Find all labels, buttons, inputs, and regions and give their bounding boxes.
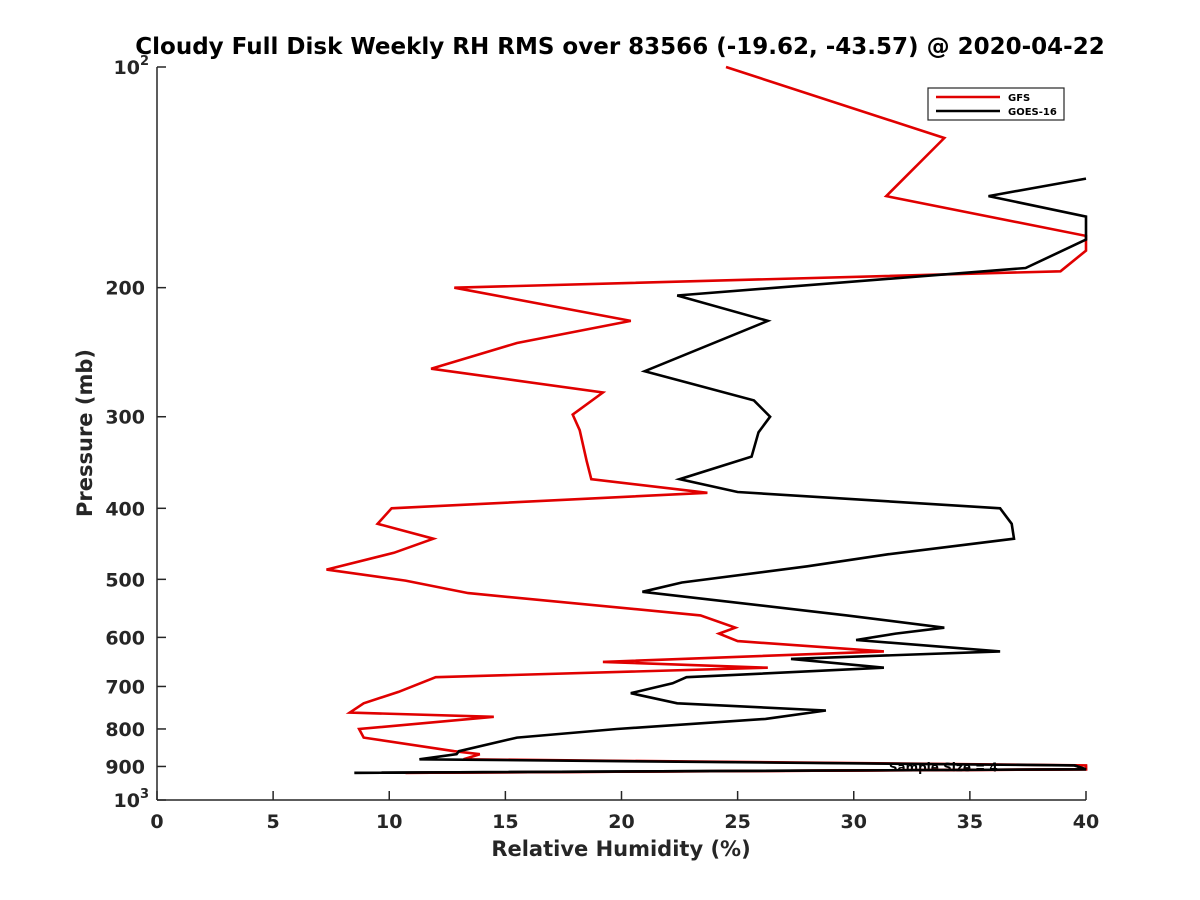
plot-area: Sample Size = 4	[326, 65, 1088, 775]
y-tick-label: 300	[105, 407, 145, 429]
y-tick-exponent: 3	[140, 787, 149, 802]
y-tick-base: 10	[114, 790, 140, 812]
legend-label-gfs: GFS	[1008, 93, 1030, 104]
x-axis-label: Relative Humidity (%)	[491, 837, 750, 861]
y-tick-label: 800	[105, 719, 145, 741]
y-tick-label: 600	[105, 627, 145, 649]
x-tick-label: 30	[841, 811, 867, 833]
chart-title: Cloudy Full Disk Weekly RH RMS over 8356…	[135, 34, 1104, 60]
y-tick-exponent: 2	[140, 54, 149, 69]
sample-size-annotation: Sample Size = 4	[889, 760, 998, 774]
x-tick-label: 15	[492, 811, 518, 833]
series-line-gfs	[326, 65, 1088, 775]
y-tick-label: 400	[105, 498, 145, 520]
y-tick-label: 200	[105, 278, 145, 300]
y-tick-label: 500	[105, 569, 145, 591]
y-tick-label: 700	[105, 676, 145, 698]
x-tick-label: 20	[608, 811, 634, 833]
legend-box	[927, 87, 1065, 121]
series-line-goes-16	[354, 177, 1088, 775]
legend-label-goes-16: GOES-16	[1008, 107, 1057, 118]
x-tick-label: 35	[957, 811, 983, 833]
y-tick-label: 900	[105, 756, 145, 778]
x-tick-label: 25	[724, 811, 750, 833]
y-tick-base: 10	[114, 57, 140, 79]
legend: GFS GOES-16	[927, 87, 1065, 121]
y-axis-label: Pressure (mb)	[73, 349, 97, 517]
y-tick-label: 103	[114, 787, 150, 812]
x-axis: 0 5 10 15 20 25 30 35 40	[150, 791, 1099, 833]
y-tick-label: 102	[114, 54, 150, 79]
x-tick-label: 40	[1073, 811, 1099, 833]
x-tick-label: 0	[150, 811, 163, 833]
x-tick-label: 10	[376, 811, 402, 833]
x-tick-label: 5	[267, 811, 280, 833]
series-overlay-goes-16	[354, 764, 1087, 775]
